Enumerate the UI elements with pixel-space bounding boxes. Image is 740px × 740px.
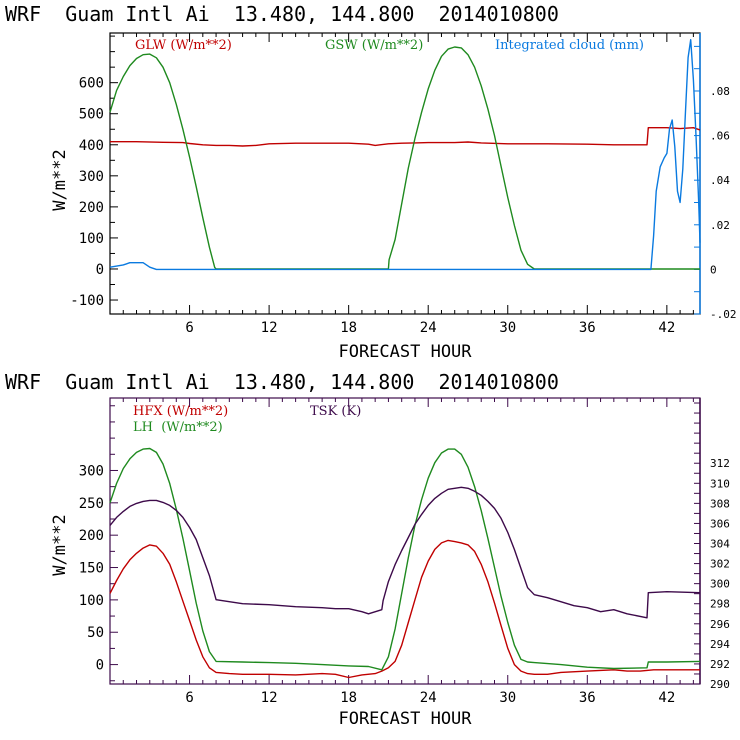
y-tick-label: 300	[79, 169, 104, 185]
y-tick-label: 50	[87, 625, 104, 641]
flux-panel: WRF Guam Intl Ai 13.480, 144.800 2014010…	[5, 370, 730, 729]
series-line-integrated	[109, 39, 701, 271]
x-tick-label: 42	[658, 320, 675, 336]
y2-tick-label: 312	[710, 457, 730, 470]
x-tick-label: 24	[420, 690, 437, 706]
y-tick-label: 400	[79, 138, 104, 154]
legend-hfx: HFX (W/m**2)	[133, 404, 228, 419]
y2-tick-label: 292	[710, 658, 730, 671]
y-tick-label: 100	[79, 593, 104, 609]
y2-tick-label: 302	[710, 558, 730, 571]
y2-tick-label: .04	[710, 174, 730, 187]
y-tick-label: -100	[70, 293, 104, 309]
y2-tick-label: .02	[710, 219, 730, 232]
y-tick-label: 200	[79, 200, 104, 216]
x-tick-label: 36	[579, 320, 596, 336]
x-axis-label: FORECAST HOUR	[338, 342, 472, 362]
series-line-tsk	[109, 486, 701, 619]
legend-tsk: TSK (K)	[310, 404, 361, 419]
y2-tick-label: 306	[710, 517, 730, 530]
y2-tick-label: 310	[710, 477, 730, 490]
y2-tick-label: 0	[710, 263, 717, 276]
y2-tick-label: 294	[710, 638, 730, 651]
x-tick-label: 6	[185, 320, 193, 336]
y-tick-label: 600	[79, 76, 104, 92]
y2-tick-label: 304	[710, 538, 730, 551]
plot-frame	[109, 397, 701, 685]
y2-tick-label: .08	[710, 85, 730, 98]
y-tick-label: 500	[79, 107, 104, 123]
legend-integrated-cloud: Integrated cloud (mm)	[495, 38, 644, 53]
chart-title: WRF Guam Intl Ai 13.480, 144.800 2014010…	[5, 2, 559, 26]
y-axis-label: W/m**2	[50, 514, 70, 575]
y-axis-label: W/m**2	[50, 149, 70, 210]
series-lines	[109, 39, 701, 271]
y2-tick-label: 308	[710, 497, 730, 510]
series-lines	[109, 447, 701, 679]
series-line-hfx	[109, 539, 700, 679]
series-line-glw	[110, 126, 701, 147]
y-tick-label: 250	[79, 496, 104, 512]
legend-glw: GLW (W/m**2)	[135, 38, 232, 53]
y-tick-label: 100	[79, 231, 104, 247]
y2-tick-label: 296	[710, 618, 730, 631]
x-tick-label: 42	[658, 690, 675, 706]
radiation-panel: WRF Guam Intl Ai 13.480, 144.800 2014010…	[5, 2, 737, 362]
x-tick-label: 18	[340, 690, 357, 706]
y2-tick-label: -.02	[710, 308, 737, 321]
x-tick-label: 18	[340, 320, 357, 336]
x-axis: 6 12 18 24 30 36 42 0 50 100 150 200 250 300 290 292 294…	[79, 398, 730, 706]
y-tick-label: 300	[79, 463, 104, 479]
series-line-gsw	[109, 46, 700, 270]
y-tick-label: 150	[79, 561, 104, 577]
x-tick-label: 30	[499, 320, 516, 336]
series-line-lh	[109, 447, 701, 671]
plot-frame	[109, 32, 701, 315]
x-tick-label: 30	[499, 690, 516, 706]
y2-tick-label: 300	[710, 578, 730, 591]
x-tick-label: 12	[261, 320, 278, 336]
y2-tick-label: .06	[710, 130, 730, 143]
y-tick-label: 0	[96, 658, 104, 674]
chart-title: WRF Guam Intl Ai 13.480, 144.800 2014010…	[5, 370, 559, 394]
x-tick-label: 36	[579, 690, 596, 706]
y-tick-label: 0	[96, 262, 104, 278]
y2-tick-label: 298	[710, 598, 730, 611]
x-tick-label: 24	[420, 320, 437, 336]
x-tick-label: 12	[261, 690, 278, 706]
x-axis: 6 12 18 24 30 36 42 -100 0 100 200 300 400 500 600 -.02…	[70, 33, 737, 336]
legend-gsw: GSW (W/m**2)	[325, 38, 423, 53]
x-tick-label: 6	[185, 690, 193, 706]
legend-lh: LH (W/m**2)	[133, 420, 223, 435]
y-tick-label: 200	[79, 528, 104, 544]
y2-tick-label: 290	[710, 678, 730, 691]
x-axis-label: FORECAST HOUR	[338, 709, 472, 729]
